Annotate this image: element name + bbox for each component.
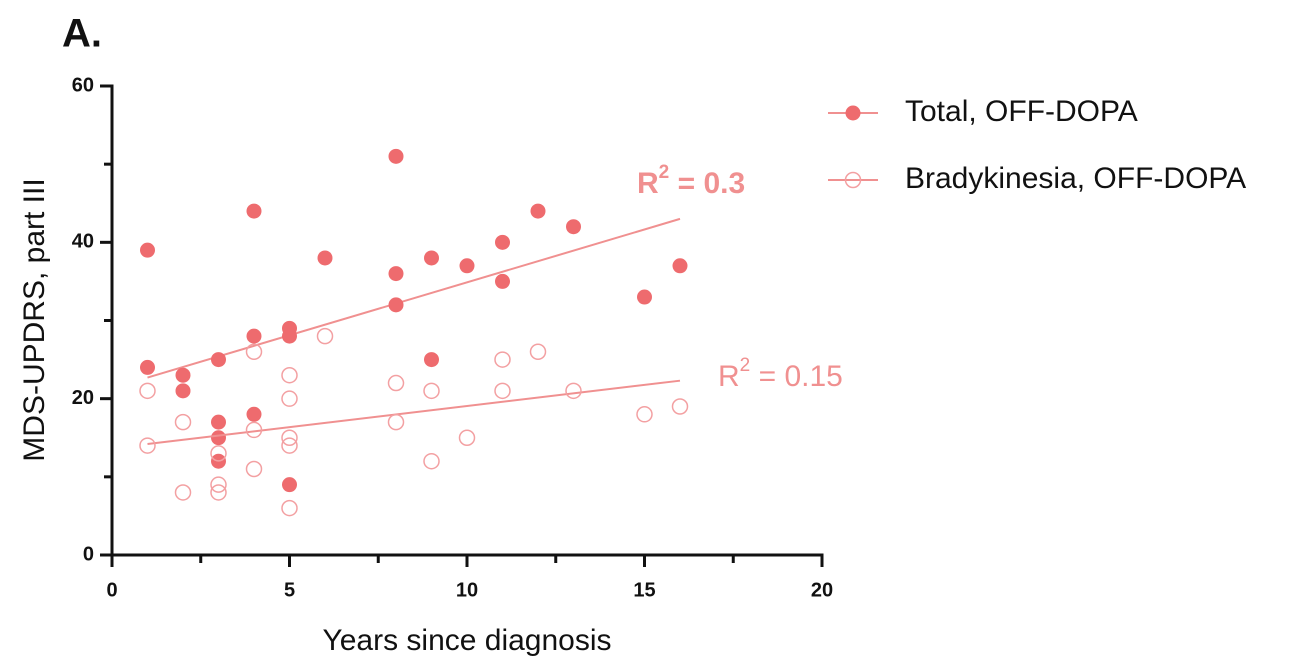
- point: [387, 413, 405, 431]
- point: [423, 382, 440, 400]
- point: [387, 374, 405, 392]
- x-tick-label: 20: [811, 579, 833, 601]
- point: [388, 297, 404, 313]
- point: [210, 476, 227, 493]
- point: [424, 352, 439, 368]
- point: [671, 398, 689, 415]
- point: [210, 445, 227, 462]
- point: [423, 452, 440, 470]
- panel-label: A.: [62, 12, 102, 56]
- point: [245, 421, 263, 439]
- point: [174, 484, 192, 501]
- legend-label: Bradykinesia, OFF-DOPA: [905, 162, 1246, 195]
- point: [281, 390, 298, 407]
- point: [210, 484, 227, 501]
- point: [494, 351, 511, 368]
- point: [495, 234, 510, 250]
- point: [282, 328, 297, 344]
- point: [140, 242, 155, 258]
- y-tick-label: 40: [72, 231, 94, 253]
- point: [636, 406, 653, 423]
- point: [245, 343, 263, 361]
- r2-sup: 2: [659, 162, 670, 183]
- x-tick-label: 15: [633, 579, 655, 601]
- r2-annotation: R2 = 0.3: [637, 162, 745, 200]
- point: [388, 266, 404, 282]
- point: [282, 477, 297, 493]
- x-tick-label: 0: [106, 579, 117, 601]
- point: [495, 273, 510, 289]
- y-tick-label: 60: [72, 74, 94, 96]
- point: [459, 258, 475, 274]
- trend-line: [147, 217, 681, 379]
- point: [565, 382, 582, 400]
- point: [529, 343, 547, 361]
- x-axis-title: Years since diagnosis: [322, 624, 611, 657]
- point: [317, 250, 333, 266]
- point: [211, 430, 226, 446]
- point: [637, 289, 652, 305]
- point: [140, 359, 155, 375]
- point: [458, 429, 476, 446]
- point: [281, 366, 298, 384]
- point: [388, 148, 404, 164]
- point: [566, 219, 581, 235]
- legend-marker: [845, 105, 861, 121]
- r2-annotation: R2 = 0.15: [718, 355, 843, 393]
- point: [281, 437, 298, 454]
- point: [246, 406, 262, 422]
- point: [281, 499, 298, 517]
- point: [175, 367, 191, 383]
- point: [246, 203, 262, 219]
- point: [672, 258, 688, 274]
- point: [211, 352, 226, 368]
- legend-label: Total, OFF-DOPA: [905, 95, 1138, 128]
- r2-sup: 2: [740, 355, 751, 376]
- point: [245, 460, 263, 478]
- point: [139, 437, 156, 454]
- y-tick-label: 0: [83, 543, 94, 565]
- r2-base: R: [718, 360, 740, 393]
- point: [211, 414, 226, 430]
- r2-rest: = 0.15: [750, 360, 843, 393]
- legend-marker: [844, 171, 862, 189]
- point: [175, 383, 191, 399]
- x-tick-label: 5: [284, 579, 295, 601]
- point: [139, 382, 156, 400]
- point: [281, 429, 298, 446]
- point: [316, 327, 334, 345]
- point: [424, 250, 439, 266]
- y-tick-label: 20: [72, 387, 94, 409]
- point: [494, 382, 511, 400]
- x-tick-label: 10: [456, 579, 478, 601]
- point: [174, 413, 192, 431]
- r2-base: R: [637, 167, 659, 200]
- point: [530, 203, 546, 219]
- y-axis-title: MDS-UPDRS, part III: [18, 178, 51, 461]
- r2-rest: = 0.3: [669, 167, 745, 200]
- point: [246, 328, 262, 344]
- trend-line: [147, 379, 681, 445]
